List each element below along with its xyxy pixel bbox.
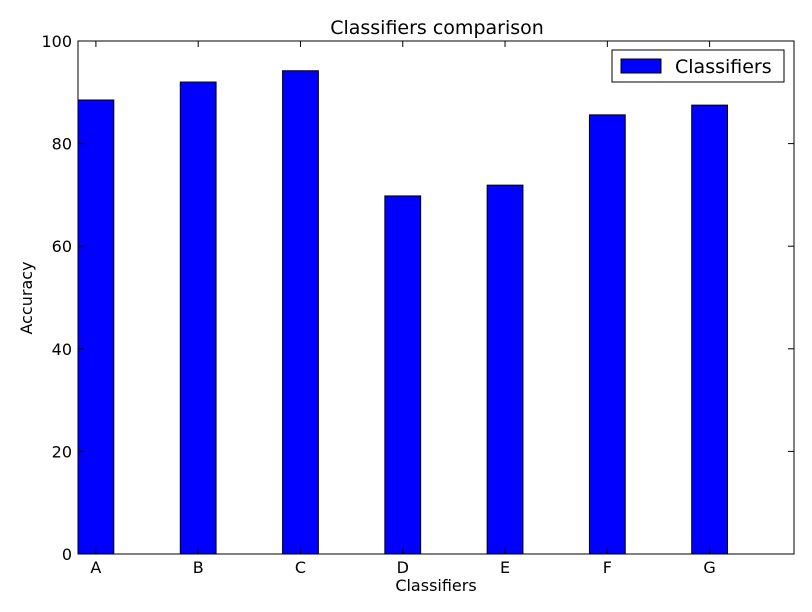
y-tick-label: 100 [41, 32, 72, 51]
bar-G [691, 104, 729, 555]
bar-F [588, 114, 626, 555]
y-tick-label: 20 [52, 442, 72, 461]
x-tick-label: G [703, 558, 715, 577]
chart-title: Classifiers comparison [330, 17, 544, 39]
y-axis-label: Accuracy [17, 261, 36, 334]
bar-B [179, 81, 217, 555]
x-tick-label: B [193, 558, 204, 577]
legend-box [611, 49, 785, 83]
plot-frame [77, 40, 795, 555]
x-tick-label: D [397, 558, 409, 577]
plot-area: 0 20 40 60 80 100 A B C D E F G Classifiers [41, 32, 795, 577]
y-tick-label: 0 [62, 545, 72, 564]
bar-E [486, 184, 524, 555]
bar-A [77, 99, 115, 555]
legend-label: Classifiers [675, 56, 772, 78]
y-tick-label: 40 [52, 340, 72, 359]
x-tick-label: F [603, 558, 612, 577]
x-tick-label: A [90, 558, 101, 577]
bar-C [282, 70, 319, 555]
y-tick-label: 80 [52, 135, 72, 154]
y-tick-label: 60 [52, 237, 72, 256]
bar-D [384, 195, 422, 555]
x-tick-label: C [295, 558, 306, 577]
x-tick-label: E [500, 558, 510, 577]
legend-swatch [620, 58, 662, 74]
x-axis-label: Classifiers [395, 576, 476, 595]
